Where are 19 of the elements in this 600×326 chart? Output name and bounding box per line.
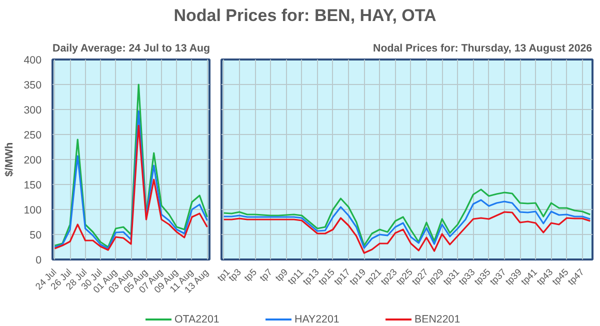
line-series	[54, 84, 208, 248]
legend-label: BEN2201	[414, 314, 460, 326]
y-tick-label: 400	[24, 54, 42, 66]
legend-label: OTA2201	[174, 314, 220, 326]
text: Nodal Prices for: BEN, HAY, OTA	[174, 5, 436, 27]
legend-label: HAY2201	[294, 314, 340, 326]
y-tick-label: 150	[24, 180, 42, 192]
chart-subtitle: Nodal Prices for: Thursday, 13 August 2026	[372, 42, 592, 54]
x-tick-label: tp7	[258, 266, 274, 284]
y-tick-label: 200	[24, 154, 42, 166]
y-axis-title: $/MWh	[4, 142, 16, 177]
y-tick-label: 100	[24, 204, 42, 216]
y-tick-label: 350	[24, 80, 42, 92]
y-tick-label: 300	[24, 104, 42, 116]
chart-subtitle: Daily Average: 24 Jul to 13 Aug	[52, 42, 210, 54]
x-tick-label: tp5	[242, 266, 259, 284]
y-tick-label: 50	[30, 230, 42, 242]
y-tick-label: 0	[36, 254, 42, 266]
y-tick-label: 250	[24, 130, 42, 142]
